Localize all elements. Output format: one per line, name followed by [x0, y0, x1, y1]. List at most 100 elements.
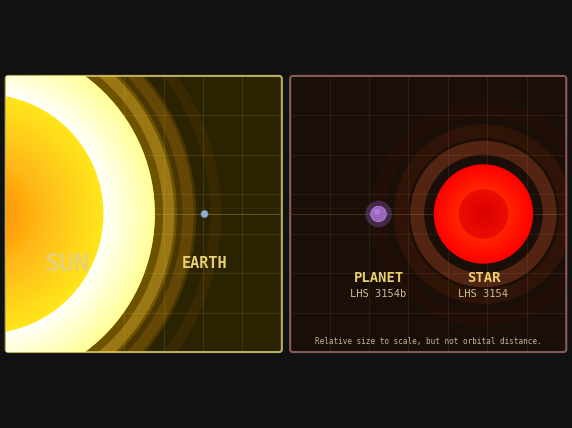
- Circle shape: [471, 201, 496, 227]
- Circle shape: [467, 197, 500, 231]
- Circle shape: [480, 211, 486, 217]
- Circle shape: [478, 208, 490, 220]
- Circle shape: [0, 185, 12, 243]
- Text: SUN: SUN: [44, 252, 89, 276]
- Circle shape: [454, 184, 513, 244]
- Circle shape: [0, 97, 101, 331]
- Circle shape: [0, 94, 104, 334]
- Circle shape: [472, 203, 494, 225]
- Circle shape: [444, 174, 523, 254]
- Circle shape: [436, 166, 531, 262]
- Circle shape: [0, 197, 1, 231]
- Circle shape: [475, 206, 491, 222]
- Circle shape: [0, 134, 63, 294]
- Circle shape: [0, 111, 86, 317]
- Circle shape: [374, 209, 380, 215]
- Circle shape: [0, 168, 29, 260]
- Circle shape: [452, 182, 515, 246]
- Circle shape: [0, 1, 196, 427]
- Circle shape: [0, 100, 98, 328]
- Circle shape: [0, 74, 124, 354]
- Circle shape: [448, 178, 519, 250]
- Circle shape: [0, 166, 32, 262]
- Circle shape: [443, 173, 524, 255]
- Circle shape: [444, 175, 522, 253]
- Circle shape: [0, 177, 21, 251]
- Circle shape: [463, 193, 505, 235]
- Circle shape: [476, 207, 490, 221]
- Circle shape: [467, 198, 499, 230]
- Circle shape: [471, 202, 495, 226]
- Circle shape: [463, 194, 503, 234]
- Circle shape: [0, 86, 112, 342]
- Circle shape: [0, 89, 109, 339]
- Circle shape: [0, 51, 146, 377]
- Circle shape: [0, 80, 118, 348]
- Circle shape: [0, 91, 106, 337]
- Circle shape: [456, 187, 510, 241]
- Circle shape: [0, 123, 75, 305]
- Circle shape: [464, 195, 502, 233]
- Circle shape: [442, 172, 525, 256]
- Circle shape: [0, 54, 144, 374]
- Circle shape: [0, 65, 132, 363]
- Circle shape: [201, 211, 208, 217]
- Text: STAR: STAR: [467, 270, 500, 285]
- Circle shape: [0, 21, 177, 407]
- Circle shape: [0, 71, 126, 357]
- Circle shape: [0, 180, 18, 248]
- Circle shape: [440, 171, 526, 257]
- Circle shape: [0, 128, 69, 300]
- Circle shape: [440, 170, 527, 258]
- Text: Relative size to scale, but not orbital distance.: Relative size to scale, but not orbital …: [315, 336, 542, 345]
- Circle shape: [0, 68, 129, 360]
- Circle shape: [0, 194, 3, 234]
- Circle shape: [0, 191, 6, 237]
- Circle shape: [468, 199, 498, 229]
- Circle shape: [0, 157, 41, 271]
- Circle shape: [0, 48, 149, 380]
- Circle shape: [451, 181, 517, 247]
- Circle shape: [0, 151, 46, 277]
- Circle shape: [456, 186, 511, 242]
- Circle shape: [435, 165, 532, 263]
- Circle shape: [0, 57, 141, 371]
- Circle shape: [371, 206, 386, 222]
- Circle shape: [439, 169, 528, 259]
- Circle shape: [0, 154, 43, 274]
- Circle shape: [455, 185, 513, 243]
- Circle shape: [460, 191, 506, 237]
- Circle shape: [0, 188, 9, 240]
- Circle shape: [0, 83, 115, 345]
- Circle shape: [450, 180, 517, 248]
- Circle shape: [0, 120, 78, 308]
- Circle shape: [475, 205, 492, 223]
- Circle shape: [459, 190, 507, 238]
- Circle shape: [0, 140, 58, 288]
- Circle shape: [0, 63, 135, 365]
- Circle shape: [458, 188, 509, 240]
- Circle shape: [434, 164, 533, 264]
- Circle shape: [446, 176, 521, 252]
- Circle shape: [474, 204, 494, 224]
- Circle shape: [0, 137, 61, 291]
- Circle shape: [470, 200, 498, 228]
- Circle shape: [479, 210, 487, 218]
- Circle shape: [482, 213, 484, 215]
- Circle shape: [0, 125, 72, 303]
- Text: LHS 3154b: LHS 3154b: [351, 289, 407, 299]
- Circle shape: [0, 183, 15, 245]
- Circle shape: [459, 189, 509, 239]
- FancyBboxPatch shape: [6, 76, 282, 352]
- Circle shape: [0, 174, 23, 254]
- Circle shape: [436, 167, 530, 261]
- FancyBboxPatch shape: [290, 76, 566, 352]
- Circle shape: [438, 168, 529, 260]
- Text: LHS 3154: LHS 3154: [458, 289, 509, 299]
- Circle shape: [0, 114, 84, 314]
- Circle shape: [0, 46, 152, 382]
- Text: PLANET: PLANET: [353, 270, 404, 285]
- Circle shape: [0, 160, 38, 268]
- Circle shape: [448, 179, 518, 249]
- Circle shape: [0, 60, 138, 368]
